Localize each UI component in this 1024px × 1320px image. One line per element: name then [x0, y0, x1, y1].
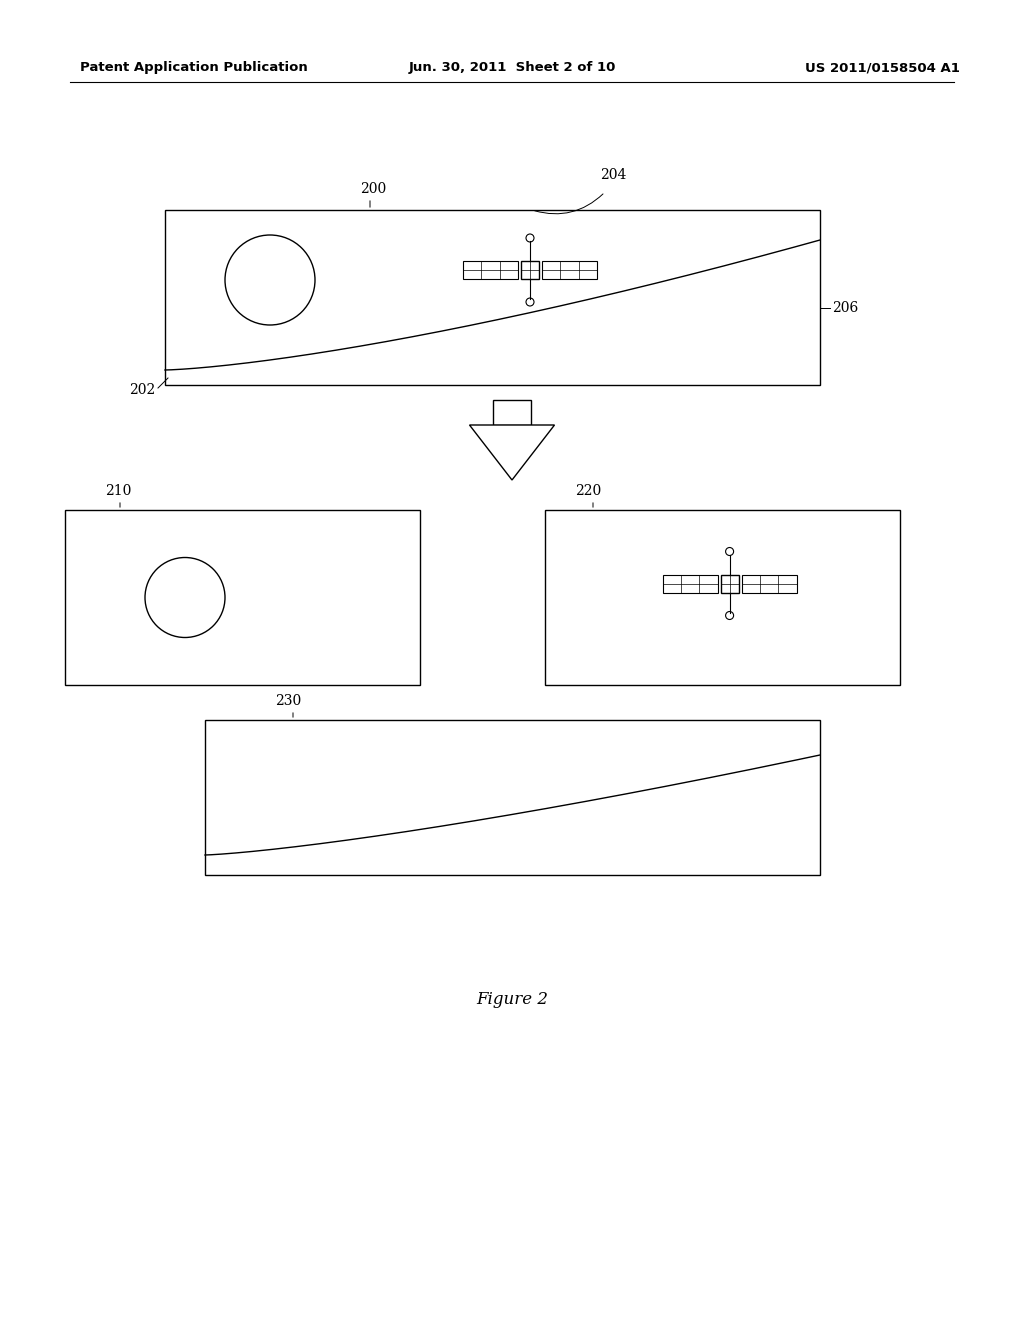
- Bar: [463, 261, 518, 279]
- Bar: [205, 719, 820, 875]
- Text: Jun. 30, 2011  Sheet 2 of 10: Jun. 30, 2011 Sheet 2 of 10: [409, 62, 615, 74]
- Text: 210: 210: [105, 484, 131, 498]
- Circle shape: [726, 548, 733, 556]
- Bar: [65, 510, 420, 685]
- Circle shape: [726, 611, 733, 619]
- Bar: [542, 261, 597, 279]
- Circle shape: [526, 298, 534, 306]
- Bar: [741, 574, 797, 593]
- Text: US 2011/0158504 A1: US 2011/0158504 A1: [805, 62, 961, 74]
- Bar: [521, 261, 539, 279]
- Text: 204: 204: [600, 168, 627, 182]
- Bar: [165, 210, 820, 385]
- Circle shape: [526, 234, 534, 242]
- Text: 206: 206: [831, 301, 858, 315]
- Circle shape: [225, 235, 315, 325]
- Polygon shape: [469, 425, 555, 480]
- Text: 230: 230: [275, 694, 301, 708]
- Bar: [493, 400, 531, 425]
- Circle shape: [145, 557, 225, 638]
- Text: Patent Application Publication: Patent Application Publication: [80, 62, 308, 74]
- Bar: [545, 510, 900, 685]
- Text: Figure 2: Figure 2: [476, 991, 548, 1008]
- Bar: [721, 574, 738, 593]
- Text: 220: 220: [575, 484, 601, 498]
- Text: 202: 202: [129, 383, 155, 397]
- Bar: [663, 574, 718, 593]
- Text: 200: 200: [360, 182, 386, 195]
